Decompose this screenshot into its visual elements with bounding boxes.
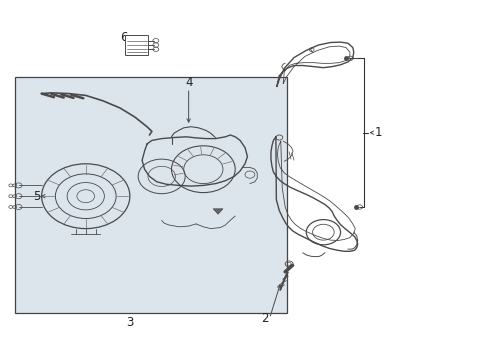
Bar — [125, 35, 148, 55]
Text: 6: 6 — [120, 31, 128, 44]
Text: 4: 4 — [185, 76, 193, 89]
Text: 1: 1 — [374, 126, 382, 139]
Polygon shape — [213, 209, 223, 214]
Text: 5: 5 — [33, 190, 41, 203]
Text: 3: 3 — [126, 316, 134, 329]
Bar — [15, 77, 287, 313]
Text: 2: 2 — [261, 312, 269, 325]
